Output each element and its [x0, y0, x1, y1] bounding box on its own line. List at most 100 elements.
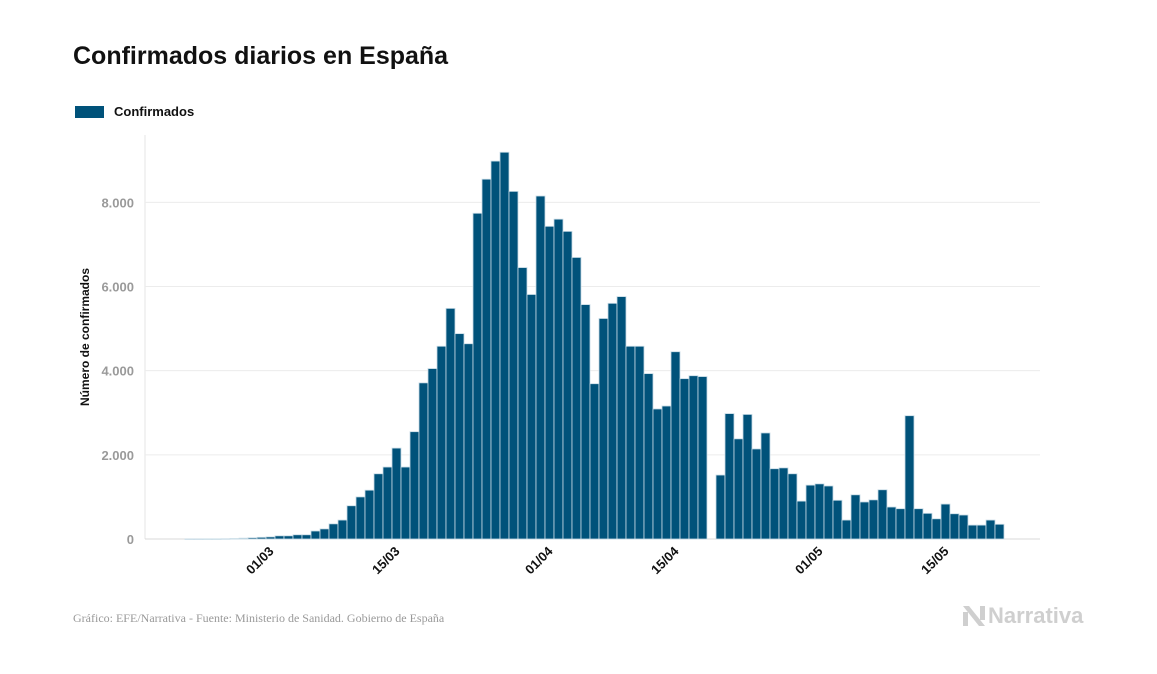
bar-29-04	[796, 500, 807, 540]
chart-title: Confirmados diarios en España	[73, 42, 449, 70]
bar-15-03	[391, 447, 402, 540]
x-tick-label: 01/05	[792, 544, 826, 578]
bar-29-03	[517, 267, 528, 540]
bar-20-04	[715, 474, 726, 540]
narrativa-n-icon	[963, 606, 985, 626]
bar-06-03	[310, 530, 321, 540]
bar-04-05	[841, 519, 852, 540]
bar-30-03	[526, 294, 537, 540]
legend-label: Confirmados	[114, 104, 195, 119]
bar-26-03	[490, 160, 501, 540]
bar-06-04	[589, 383, 600, 540]
bar-26-02	[229, 538, 240, 540]
bar-22-04	[733, 438, 744, 540]
bar-01-03	[265, 536, 276, 540]
x-tick-label: 15/04	[648, 543, 682, 577]
bar-17-04	[688, 375, 699, 540]
y-tick-label: 6.000	[101, 280, 134, 295]
bar-18-03	[418, 382, 429, 540]
bar-23-03	[463, 343, 474, 540]
bar-16-04	[679, 378, 690, 540]
bar-24-02	[211, 538, 222, 540]
x-tick-label: 01/03	[243, 544, 277, 578]
y-tick-label: 8.000	[101, 195, 134, 210]
bar-25-02	[220, 538, 231, 540]
bar-28-02	[247, 537, 258, 540]
bar-09-04	[616, 296, 627, 540]
bar-07-05	[868, 499, 879, 540]
bar-13-05	[922, 512, 933, 540]
bar-04-03	[292, 534, 303, 540]
bar-05-04	[580, 304, 591, 540]
bar-18-05	[967, 524, 978, 540]
bar-23-04	[742, 414, 753, 540]
bar-22-03	[454, 333, 465, 540]
bar-27-04	[778, 467, 789, 540]
bar-17-03	[409, 431, 420, 540]
bar-28-04	[787, 473, 798, 540]
bar-30-04	[805, 484, 816, 540]
bar-13-04	[652, 408, 663, 540]
bar-09-05	[886, 506, 897, 540]
bar-18-04	[697, 376, 708, 540]
y-tick-label: 2.000	[101, 448, 134, 463]
y-tick-label: 4.000	[101, 364, 134, 379]
x-tick-label: 15/03	[369, 544, 403, 578]
legend: Confirmados	[75, 104, 194, 119]
bar-10-04	[625, 345, 636, 540]
bar-05-05	[850, 494, 861, 540]
bar-28-03	[508, 190, 519, 540]
bar-27-03	[499, 151, 510, 540]
bar-12-04	[643, 373, 654, 540]
bar-02-04	[553, 218, 564, 540]
bar-07-04	[598, 318, 609, 540]
bar-19-03	[427, 368, 438, 540]
bar-13-03	[373, 473, 384, 540]
bar-20-05	[985, 519, 996, 540]
bar-01-05	[814, 483, 825, 540]
bar-20-03	[436, 345, 447, 540]
bar-11-03	[355, 496, 366, 540]
bar-21-04	[724, 413, 735, 540]
bar-27-02	[238, 537, 249, 540]
bar-01-04	[544, 225, 555, 540]
bar-10-05	[895, 508, 906, 540]
bar-02-03	[274, 535, 285, 540]
bar-06-05	[859, 501, 870, 540]
bar-14-05	[931, 518, 942, 540]
x-tick-label: 15/05	[918, 544, 952, 578]
bar-22-02	[193, 538, 204, 540]
bar-11-04	[634, 345, 645, 540]
bar-21-03	[445, 307, 456, 540]
bar-11-05	[904, 415, 915, 540]
bar-21-05	[994, 523, 1005, 540]
bar-03-04	[562, 230, 573, 540]
bar-19-05	[976, 524, 987, 540]
bar-29-02	[256, 536, 267, 540]
bar-24-04	[751, 448, 762, 540]
bar-15-05	[940, 503, 951, 540]
bar-08-04	[607, 302, 618, 540]
bar-12-03	[364, 489, 375, 540]
bar-24-03	[472, 212, 483, 540]
bar-25-04	[760, 432, 771, 540]
bar-16-03	[400, 466, 411, 540]
bar-09-03	[337, 519, 348, 540]
bar-07-03	[319, 528, 330, 540]
bar-02-05	[823, 485, 834, 540]
logo-text: Narrativa	[988, 603, 1084, 628]
bar-10-03	[346, 505, 357, 540]
source-footer: Gráfico: EFE/Narrativa - Fuente: Ministe…	[73, 611, 445, 625]
bar-25-03	[481, 178, 492, 540]
bar-14-04	[661, 405, 672, 540]
bar-04-04	[571, 257, 582, 540]
bar-15-04	[670, 351, 681, 540]
bar-23-02	[202, 538, 213, 540]
logo: Narrativa	[963, 603, 1083, 629]
bar-03-05	[832, 499, 843, 540]
bar-05-03	[301, 534, 312, 540]
y-axis-label: Número de confirmados	[78, 268, 92, 406]
legend-swatch	[75, 105, 104, 118]
